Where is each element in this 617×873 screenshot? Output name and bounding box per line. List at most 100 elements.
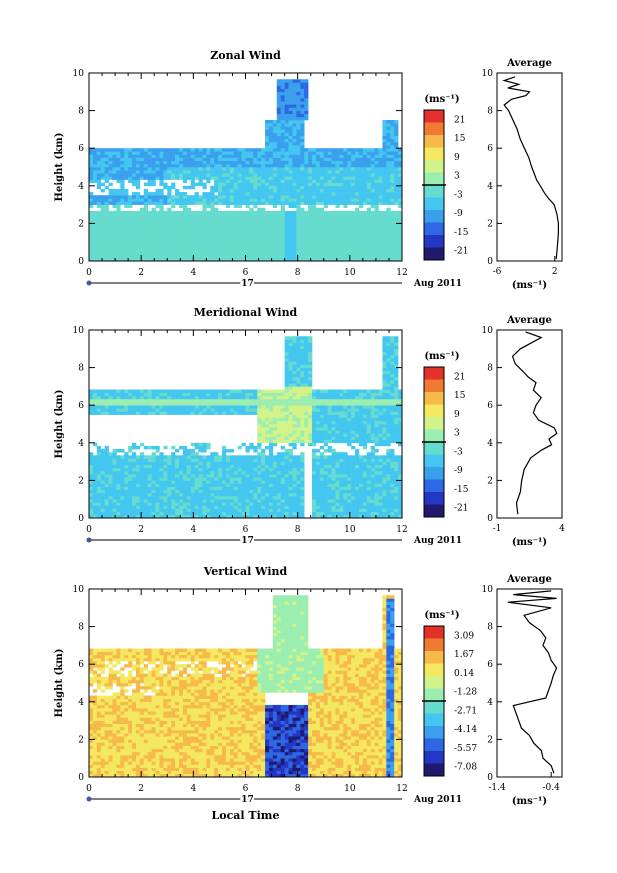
heatmap-cell [214, 210, 219, 215]
heatmap-cell [108, 389, 113, 393]
heatmap-cell [347, 160, 352, 165]
heatmap-cell [159, 398, 164, 403]
heatmap-cell [143, 398, 148, 403]
heatmap-cell [398, 204, 403, 209]
heatmap-cell [280, 132, 285, 136]
heatmap-cell [120, 235, 125, 240]
heatmap-cell [135, 157, 141, 162]
heatmap-cell [292, 442, 297, 447]
heatmap-cell [245, 214, 250, 218]
heatmap-cell [108, 198, 113, 202]
heatmap-cell [108, 220, 113, 224]
heatmap-cell [151, 248, 156, 252]
heatmap-cell [182, 257, 188, 262]
heatmap-cell [218, 489, 223, 494]
heatmap-cell [347, 245, 352, 249]
heatmap-cell [257, 173, 262, 177]
heatmap-cell [276, 188, 282, 193]
heatmap-cell [108, 492, 113, 497]
heatmap-cell [265, 157, 270, 162]
heatmap-cell [175, 163, 180, 168]
heatmap-cell [296, 471, 301, 475]
heatmap-cell [312, 192, 317, 196]
heatmap-cell [300, 502, 305, 506]
heatmap-cell [112, 163, 117, 168]
heatmap-cell [288, 439, 293, 444]
heatmap-cell [159, 217, 164, 221]
heatmap-cell [92, 235, 98, 240]
heatmap-cell [370, 214, 375, 218]
heatmap-cell [108, 188, 113, 193]
heatmap-cell [288, 167, 293, 171]
heatmap-cell [139, 251, 145, 256]
heatmap-cell [175, 471, 180, 475]
heatmap-cell [218, 163, 223, 168]
heatmap-cell [272, 499, 278, 503]
heatmap-cell [100, 480, 105, 484]
heatmap-cell [210, 467, 215, 472]
heatmap-cell [167, 226, 172, 230]
heatmap-cell [120, 182, 125, 187]
heatmap-cell [210, 489, 215, 494]
heatmap-cell [335, 217, 340, 221]
heatmap-cell [323, 179, 328, 183]
heatmap-cell [292, 179, 297, 183]
heatmap-cell [296, 145, 301, 149]
heatmap-cell [120, 474, 125, 478]
heatmap-cell [261, 192, 266, 196]
heatmap-cell [304, 116, 309, 121]
heatmap-cell [261, 489, 266, 494]
heatmap-cell [182, 514, 188, 519]
heatmap-cell [214, 188, 219, 193]
heatmap-cell [288, 223, 293, 227]
heatmap-cell [249, 411, 254, 415]
heatmap-cell [382, 123, 387, 127]
heatmap-cell [233, 217, 238, 221]
heatmap-cell [116, 496, 121, 500]
heatmap-cell [288, 129, 293, 133]
heatmap-cell [268, 502, 274, 506]
heatmap-cell [327, 167, 332, 171]
heatmap-cell [315, 248, 321, 252]
heatmap-cell [159, 170, 164, 174]
heatmap-cell [323, 148, 328, 152]
heatmap-cell [202, 229, 207, 234]
heatmap-cell [245, 502, 250, 506]
heatmap-cell [120, 458, 125, 462]
heatmap-cell [331, 239, 336, 243]
heatmap-cell [265, 188, 270, 193]
heatmap-cell [308, 223, 313, 227]
heatmap-cell [241, 223, 246, 227]
heatmap-cell [304, 160, 309, 165]
heatmap-cell [116, 486, 121, 491]
heatmap-cell [147, 173, 152, 177]
heatmap-cell [378, 151, 383, 155]
heatmap-cell [128, 179, 133, 183]
heatmap-cell [265, 242, 270, 246]
heatmap-cell [245, 471, 250, 475]
heatmap-cell [386, 257, 391, 262]
heatmap-cell [366, 226, 371, 230]
heatmap-cell [229, 408, 235, 412]
heatmap-cell [355, 232, 360, 237]
heatmap-cell [351, 223, 356, 227]
y-tick-label: 0 [78, 257, 84, 267]
heatmap-cell [108, 499, 113, 503]
heatmap-cell [370, 176, 375, 180]
heatmap-cell [175, 210, 180, 215]
heatmap-cell [312, 217, 317, 221]
heatmap-cell [222, 486, 227, 491]
heatmap-cell [257, 210, 262, 215]
heatmap-cell [304, 94, 309, 99]
heatmap-cell [292, 464, 297, 469]
heatmap-cell [241, 239, 246, 243]
heatmap-cell [233, 148, 238, 152]
heatmap-cell [190, 201, 195, 205]
heatmap-cell [265, 214, 270, 218]
heatmap-cell [382, 220, 387, 224]
heatmap-cell [233, 220, 238, 224]
heatmap-cell [339, 245, 344, 249]
heatmap-cell [335, 257, 340, 262]
heatmap-cell [276, 455, 282, 459]
heatmap-cell [335, 148, 340, 152]
